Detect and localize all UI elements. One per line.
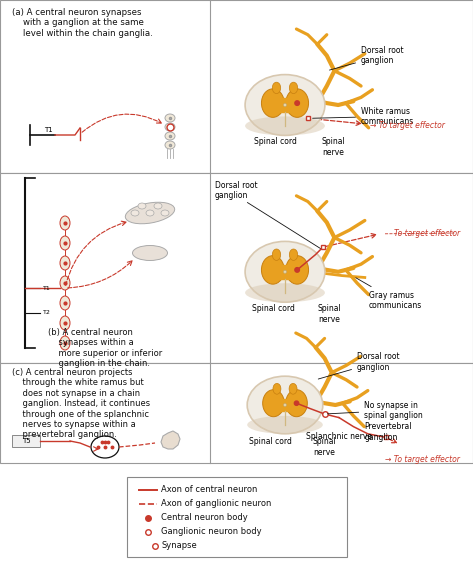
Ellipse shape <box>289 383 297 394</box>
Text: Spinal cord: Spinal cord <box>252 304 294 313</box>
Text: T2: T2 <box>43 311 51 315</box>
Text: Spinal
nerve: Spinal nerve <box>312 437 336 457</box>
Ellipse shape <box>154 203 162 209</box>
Bar <box>279 399 291 412</box>
Ellipse shape <box>60 256 70 270</box>
Text: Ganglionic neuron body: Ganglionic neuron body <box>161 528 262 537</box>
Text: Spinal cord: Spinal cord <box>254 137 297 146</box>
Text: White ramus
communicans: White ramus communicans <box>313 107 414 126</box>
Ellipse shape <box>294 401 298 405</box>
Ellipse shape <box>161 210 169 216</box>
Text: Central neuron body: Central neuron body <box>161 513 248 522</box>
Ellipse shape <box>165 123 175 131</box>
Bar <box>12 435 40 447</box>
Ellipse shape <box>286 256 308 284</box>
Text: Axon of ganglionic neuron: Axon of ganglionic neuron <box>161 499 272 508</box>
Ellipse shape <box>165 132 175 140</box>
Ellipse shape <box>283 104 287 106</box>
Polygon shape <box>161 431 180 449</box>
Ellipse shape <box>283 404 287 406</box>
Text: No synapse in
spinal ganglion: No synapse in spinal ganglion <box>327 401 423 420</box>
Bar <box>278 265 292 279</box>
Text: Prevertebral
ganglion: Prevertebral ganglion <box>364 422 412 442</box>
Text: → To target effector: → To target effector <box>385 454 460 463</box>
Ellipse shape <box>132 245 167 261</box>
Ellipse shape <box>146 210 154 216</box>
Ellipse shape <box>60 296 70 310</box>
Text: T1: T1 <box>44 127 53 133</box>
Bar <box>278 98 292 112</box>
Ellipse shape <box>60 316 70 330</box>
Ellipse shape <box>262 89 284 117</box>
Text: Synapse: Synapse <box>161 542 197 551</box>
Ellipse shape <box>60 216 70 230</box>
Ellipse shape <box>273 383 281 394</box>
Text: T1: T1 <box>43 285 51 291</box>
Ellipse shape <box>245 242 325 302</box>
Text: (c) A central neuron projects
    through the white ramus but
    does not synap: (c) A central neuron projects through th… <box>12 368 150 439</box>
Ellipse shape <box>247 376 323 434</box>
Ellipse shape <box>272 82 280 93</box>
Ellipse shape <box>262 256 284 284</box>
Text: To target effector: To target effector <box>394 229 460 238</box>
Ellipse shape <box>283 270 287 273</box>
Text: Dorsal root
ganglion: Dorsal root ganglion <box>215 181 258 200</box>
Text: Spinal
nerve: Spinal nerve <box>317 304 341 324</box>
Text: T5: T5 <box>22 438 30 444</box>
Bar <box>127 477 347 557</box>
Text: Spinal
nerve: Spinal nerve <box>321 137 345 157</box>
Ellipse shape <box>60 236 70 250</box>
Ellipse shape <box>289 82 298 93</box>
Text: → To target effector: → To target effector <box>370 122 445 131</box>
Ellipse shape <box>295 101 299 105</box>
Ellipse shape <box>263 390 284 417</box>
Ellipse shape <box>272 249 280 261</box>
FancyArrowPatch shape <box>66 221 126 285</box>
Ellipse shape <box>138 203 146 209</box>
Ellipse shape <box>245 75 325 135</box>
Text: Axon of central neuron: Axon of central neuron <box>161 485 257 494</box>
Text: Dorsal root
ganglion: Dorsal root ganglion <box>330 46 403 70</box>
Text: Dorsal root
ganglion: Dorsal root ganglion <box>318 352 400 379</box>
Ellipse shape <box>60 276 70 290</box>
Bar <box>0 0 473 173</box>
Ellipse shape <box>165 114 175 122</box>
Text: Splanchnic nerve: Splanchnic nerve <box>306 432 372 441</box>
Ellipse shape <box>60 336 70 350</box>
Ellipse shape <box>286 89 308 117</box>
Ellipse shape <box>245 283 325 302</box>
Bar <box>0 173 473 363</box>
Ellipse shape <box>289 249 298 261</box>
Ellipse shape <box>295 267 299 272</box>
Text: (a) A central neuron synapses
    with a ganglion at the same
    level within t: (a) A central neuron synapses with a gan… <box>12 8 153 38</box>
Ellipse shape <box>247 416 323 434</box>
Text: (b) A central neuron
    synapses within a
    more superior or inferior
    gan: (b) A central neuron synapses within a m… <box>48 328 162 368</box>
Ellipse shape <box>245 117 325 135</box>
Ellipse shape <box>131 210 139 216</box>
FancyArrowPatch shape <box>68 261 132 288</box>
FancyArrowPatch shape <box>82 114 161 132</box>
Text: Gray ramus
communicans: Gray ramus communicans <box>356 278 422 310</box>
Ellipse shape <box>165 141 175 149</box>
Bar <box>0 363 473 463</box>
Ellipse shape <box>125 202 175 224</box>
Text: Spinal cord: Spinal cord <box>249 437 291 446</box>
Ellipse shape <box>286 390 307 417</box>
